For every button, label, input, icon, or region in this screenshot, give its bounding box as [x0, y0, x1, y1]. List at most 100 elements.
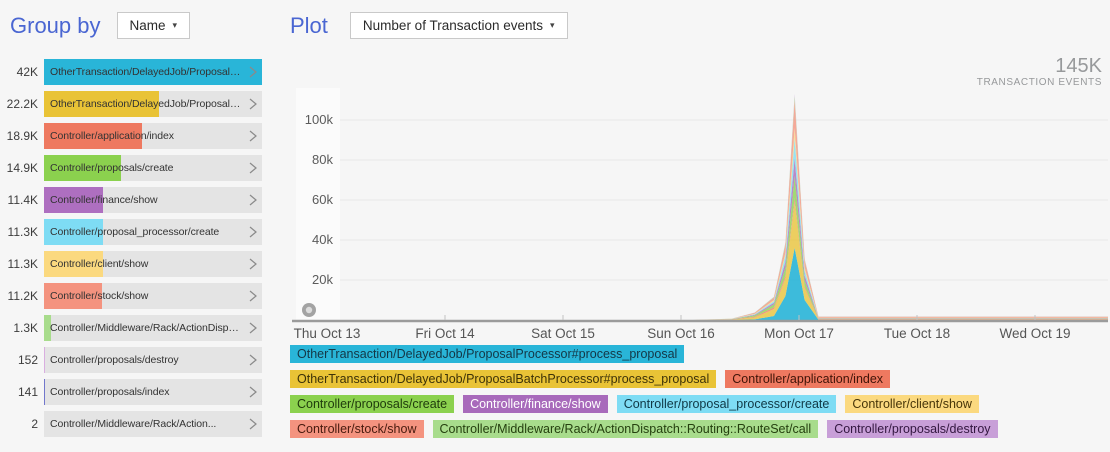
chevron-right-icon: [249, 290, 257, 302]
chart-total: 145K TRANSACTION EVENTS: [977, 56, 1102, 89]
group-bar: Controller/proposal_processor/create: [44, 219, 262, 245]
plot-panel: Plot Number of Transaction events ▾ 145K…: [262, 0, 1110, 438]
x-axis-label: Sat Oct 15: [531, 326, 595, 341]
group-label: Controller/Middleware/Rack/ActionDispatc…: [50, 322, 242, 334]
group-row[interactable]: 14.9K Controller/proposals/create: [0, 155, 262, 181]
group-count: 11.3K: [7, 257, 38, 271]
chevron-right-icon: [249, 354, 257, 366]
chevron-right-icon: [249, 162, 257, 174]
group-row[interactable]: 22.2K OtherTransaction/DelayedJob/Proposa…: [0, 91, 262, 117]
plot-metric-dropdown-value: Number of Transaction events: [362, 18, 544, 33]
stacked-area-series-4: [340, 158, 1108, 320]
stacked-area-series-1: [340, 202, 1108, 320]
group-row[interactable]: 18.9K Controller/application/index: [0, 123, 262, 149]
group-by-dropdown[interactable]: Name ▾: [116, 12, 191, 39]
chevron-right-icon: [249, 194, 257, 206]
y-axis-label: 100k: [305, 112, 334, 127]
group-row[interactable]: 11.2K Controller/stock/show: [0, 283, 262, 309]
group-row[interactable]: 11.4K Controller/finance/show: [0, 187, 262, 213]
x-axis-label: Fri Oct 14: [415, 326, 475, 341]
group-bar: Controller/stock/show: [44, 283, 262, 309]
group-label: Controller/stock/show: [50, 290, 149, 302]
y-axis-label: 60k: [312, 192, 333, 207]
group-bar: Controller/application/index: [44, 123, 262, 149]
group-bar: Controller/finance/show: [44, 187, 262, 213]
legend-row: Controller/proposals/create Controller/fi…: [290, 395, 1110, 413]
legend-item[interactable]: OtherTransaction/DelayedJob/ProposalProc…: [290, 345, 685, 363]
y-axis-zero-toggle-inner: [305, 306, 313, 314]
group-bar: Controller/client/show: [44, 251, 262, 277]
x-axis-label: Mon Oct 17: [764, 326, 834, 341]
group-bar: Controller/Middleware/Rack/Action...: [44, 411, 262, 437]
legend-item[interactable]: Controller/finance/show: [463, 395, 608, 413]
group-bar-fill: [44, 219, 103, 245]
group-bar: Controller/Middleware/Rack/ActionDispatc…: [44, 315, 262, 341]
group-bar-fill: [44, 251, 103, 277]
group-label: Controller/finance/show: [50, 194, 158, 206]
stacked-area-chart: 20k 40k 60k 80k 100k Thu Oct 13 Fri Oct 14 Sat …: [290, 84, 1110, 349]
group-count: 1.3K: [13, 321, 38, 335]
group-row[interactable]: 2 Controller/Middleware/Rack/Action...: [0, 411, 262, 437]
x-axis-label: Wed Oct 19: [999, 326, 1070, 341]
legend-item[interactable]: Controller/Middleware/Rack/ActionDispatc…: [432, 420, 819, 438]
group-label: Controller/client/show: [50, 258, 149, 270]
group-row[interactable]: 152 Controller/proposals/destroy: [0, 347, 262, 373]
group-bar-fill: [44, 91, 160, 117]
x-axis-label: Tue Oct 18: [884, 326, 950, 341]
group-row[interactable]: 11.3K Controller/proposal_processor/creat…: [0, 219, 262, 245]
stacked-area-series-9: [340, 94, 1108, 320]
y-axis-label: 80k: [312, 152, 333, 167]
group-row[interactable]: 11.3K Controller/client/show: [0, 251, 262, 277]
group-count: 14.9K: [6, 161, 38, 175]
group-bar: OtherTransaction/DelayedJob/ProposalBatc…: [44, 91, 262, 117]
group-label: Controller/application/index: [50, 130, 174, 142]
legend-item[interactable]: Controller/client/show: [845, 395, 979, 413]
group-label: Controller/proposal_processor/create: [50, 226, 220, 238]
group-count: 22.2K: [6, 97, 38, 111]
plot-header: Plot Number of Transaction events ▾: [290, 12, 1110, 39]
group-bar-fill: [44, 187, 104, 213]
group-bar-fill: [44, 379, 45, 405]
chevron-right-icon: [249, 98, 257, 110]
chevron-right-icon: [249, 386, 257, 398]
group-by-dropdown-value: Name: [129, 18, 166, 33]
stacked-area-series-6: [340, 128, 1108, 320]
legend-item[interactable]: Controller/proposal_processor/create: [616, 395, 837, 413]
group-row[interactable]: 1.3K Controller/Middleware/Rack/ActionDis…: [0, 315, 262, 341]
group-bar-fill: [44, 59, 262, 85]
group-by-title: Group by: [10, 12, 101, 38]
chevron-right-icon: [249, 322, 257, 334]
stacked-area-series-8: [340, 96, 1108, 320]
group-label: Controller/Middleware/Rack/Action...: [50, 418, 217, 430]
group-label: OtherTransaction/DelayedJob/ProposalProc…: [50, 66, 242, 78]
y-axis-label: 20k: [312, 272, 333, 287]
group-bar-fill: [44, 155, 122, 181]
group-count: 11.2K: [7, 289, 38, 303]
group-bar: Controller/proposals/destroy: [44, 347, 262, 373]
plot-metric-dropdown[interactable]: Number of Transaction events ▾: [349, 12, 568, 39]
chevron-right-icon: [249, 418, 257, 430]
group-label: Controller/proposals/create: [50, 162, 174, 174]
group-by-header: Group by Name ▾: [10, 12, 262, 39]
group-count: 141: [17, 385, 38, 399]
group-label: Controller/proposals/index: [50, 386, 170, 398]
legend-item[interactable]: Controller/proposals/create: [290, 395, 455, 413]
group-row[interactable]: 42K OtherTransaction/DelayedJob/ProposalP…: [0, 59, 262, 85]
chevron-right-icon: [249, 258, 257, 270]
y-axis-strip: [296, 88, 340, 320]
legend-row: Controller/stock/show Controller/Middlewa…: [290, 420, 1110, 438]
legend-item[interactable]: Controller/application/index: [725, 370, 891, 388]
legend-item[interactable]: OtherTransaction/DelayedJob/ProposalBatc…: [290, 370, 717, 388]
group-count: 152: [17, 353, 38, 367]
dropdown-caret-icon: ▾: [550, 20, 555, 30]
legend-item[interactable]: Controller/stock/show: [290, 420, 424, 438]
legend-item[interactable]: Controller/proposals/destroy: [827, 420, 998, 438]
x-axis-label: Thu Oct 13: [294, 326, 361, 341]
group-row[interactable]: 141 Controller/proposals/index: [0, 379, 262, 405]
stacked-area-series-2: [340, 198, 1108, 320]
chevron-right-icon: [249, 66, 257, 78]
group-bar: Controller/proposals/index: [44, 379, 262, 405]
group-count: 18.9K: [6, 129, 38, 143]
stacked-area-series-5: [340, 138, 1108, 320]
chevron-right-icon: [249, 130, 257, 142]
